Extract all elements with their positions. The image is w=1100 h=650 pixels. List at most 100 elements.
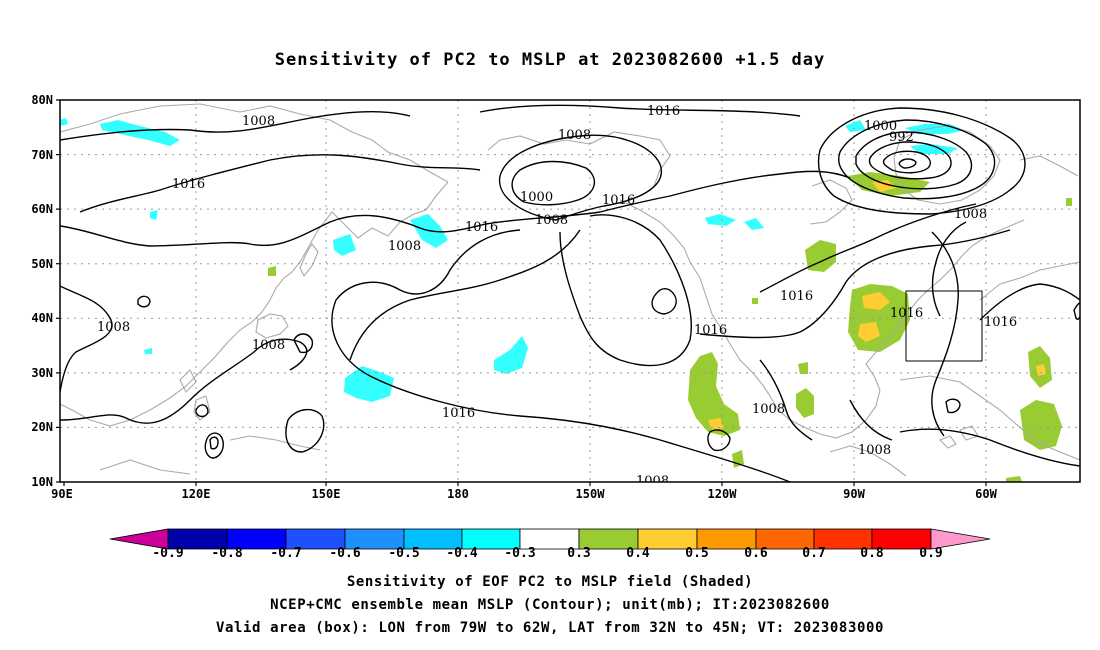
isobar [60,338,308,424]
shade-negative-region [494,336,528,374]
isobar [209,436,219,450]
coastline [255,313,289,339]
shade-positive-region [805,240,836,272]
isobar [945,398,961,414]
colorbar-label: -0.8 [211,546,242,561]
isobar [511,160,596,206]
lat-lon-grid [60,100,1080,482]
caption-line-2: NCEP+CMC ensemble mean MSLP (Contour); u… [270,597,830,613]
isobar-label: 992 [889,130,914,145]
lon-tick-label: 150W [576,487,606,501]
valid-area-box [905,290,983,362]
colorbar: -0.9 -0.8 -0.7 -0.6 -0.5 -0.4 -0.3 0.3 0… [109,528,991,561]
longitude-axis: 90E 120E 150E 180 150W 120W 90W 60W [51,482,998,501]
isobar-label: 1008 [242,114,275,129]
colorbar-label: 0.7 [802,546,825,561]
map-title: Sensitivity of PC2 to MSLP at 2023082600… [274,50,826,70]
shade-positive-region [1036,364,1046,376]
isobar-label: 1016 [890,306,923,321]
shade-positive-region [1020,400,1062,450]
shade-negative-region [845,120,866,132]
coastline [979,261,1080,301]
colorbar-label: -0.6 [329,546,360,561]
isobar [931,221,967,317]
shade-negative-region [344,366,394,402]
shade-positive-region [688,352,740,436]
isobar [137,295,151,308]
shade-negative-region [333,234,356,256]
isobar [882,150,932,174]
isobar-label: 1016 [465,220,498,235]
isobar-label: 1016 [647,104,680,119]
isobar [79,154,481,213]
isobar [60,211,601,247]
isobar-label: 1008 [558,128,591,143]
isobar [498,134,663,221]
isobar [60,110,411,141]
lon-tick-label: 90E [51,487,73,501]
lat-tick-label: 10N [31,475,53,489]
isobar [817,107,1026,215]
isobar-label: 1016 [694,323,727,338]
coastline [229,435,321,451]
coastline [1019,155,1079,177]
coastline [899,375,1080,461]
colorbar-label: -0.9 [152,546,183,561]
shade-negative-region [705,214,736,226]
isobar [868,141,952,180]
colorbar-label: -0.5 [388,546,419,561]
lon-tick-label: 90W [843,487,865,501]
isobar [759,203,977,293]
isobar [599,170,851,213]
shade-positive-region [872,180,896,192]
shade-positive-region [862,292,890,310]
lat-tick-label: 60N [31,202,53,216]
shade-positive-region [798,362,808,374]
shade-negative-region [100,120,180,146]
lon-tick-label: 60W [975,487,997,501]
isobar [699,229,1011,339]
lat-tick-label: 70N [31,148,53,162]
lon-tick-label: 120E [182,487,211,501]
shade-negative-region [744,218,764,230]
isobar [651,287,677,315]
isobar-label: 1000 [864,119,897,134]
lat-tick-label: 30N [31,366,53,380]
caption-line-3: Valid area (box): LON from 79W to 62W, L… [215,620,885,636]
isobar [1073,302,1080,320]
colorbar-label: 0.3 [567,546,590,561]
shade-positive-region [1066,198,1072,206]
isobar [479,104,801,117]
shade-negative-region [144,348,152,354]
isobar-label: 1008 [954,207,987,222]
colorbar-max-arrow [930,528,991,550]
lon-tick-label: 180 [447,487,469,501]
isobar-label: 1016 [442,406,475,421]
isobar [855,131,973,190]
isobar-label: 1008 [97,320,130,335]
isobar [899,428,1080,467]
isobar-label: 1008 [858,443,891,458]
coastline [99,459,191,475]
shade-positive-region [1006,476,1022,482]
colorbar-label: 0.4 [626,546,650,561]
isobar [293,333,314,354]
coastline [60,103,449,183]
shade-negative-region [60,118,68,126]
colorbar-label: 0.6 [744,546,768,561]
coastline [619,199,1025,439]
shade-positive-region [796,388,814,418]
isobar [559,214,692,367]
isobar [285,409,325,453]
isobar-label: 1008 [252,338,285,353]
latitude-axis: 80N 70N 60N 50N 40N 30N 20N 10N [31,93,60,489]
coastline [939,435,957,449]
colorbar-label: -0.7 [270,546,301,561]
colorbar-label: -0.3 [504,546,535,561]
isobar-label: 1008 [636,474,669,489]
isobar-label: 1000 [520,190,553,205]
isobar [349,229,581,361]
caption-line-1: Sensitivity of EOF PC2 to MSLP field (Sh… [346,574,754,590]
isobar [204,432,224,459]
